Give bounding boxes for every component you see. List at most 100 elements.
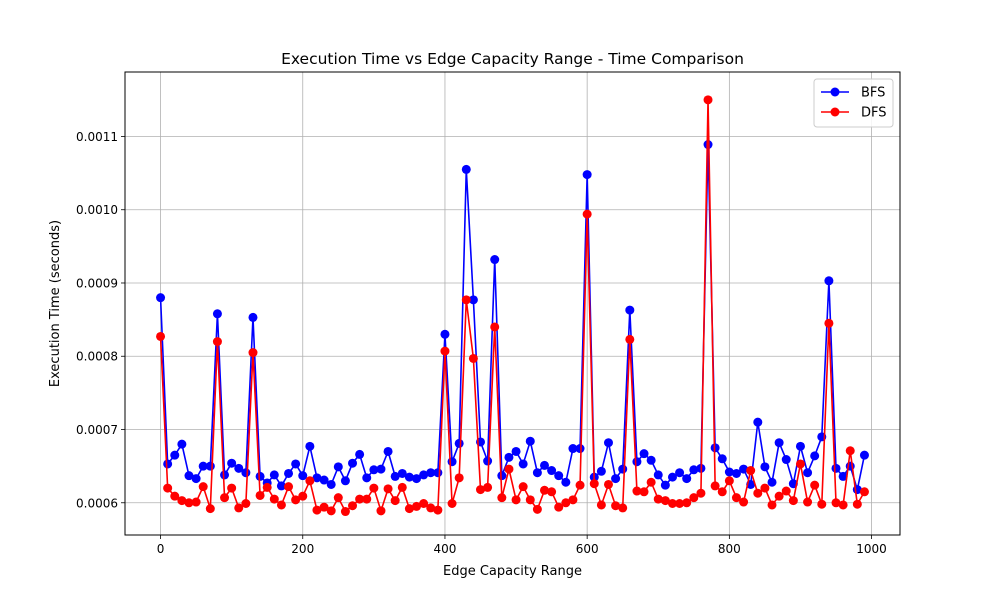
data-point-dfs [554,502,564,512]
data-point-bfs [412,474,422,484]
data-point-dfs [212,337,222,347]
data-point-dfs [596,500,606,510]
data-point-bfs [618,464,628,474]
data-point-dfs [611,501,621,511]
data-point-bfs [440,329,450,339]
data-point-bfs [319,475,329,485]
data-point-bfs [554,471,564,481]
data-point-dfs [191,497,201,507]
x-tick-label: 1000 [856,542,887,556]
data-point-dfs [547,487,557,497]
data-point-bfs [404,472,414,482]
data-point-bfs [326,479,336,489]
data-point-dfs [525,495,535,505]
data-point-bfs [532,468,542,478]
data-point-dfs [511,495,521,505]
data-point-dfs [803,497,813,507]
data-point-bfs [255,471,265,481]
data-point-bfs [539,460,549,470]
data-point-bfs [390,471,400,481]
data-point-dfs [589,479,599,489]
x-tick-label: 800 [718,542,741,556]
data-point-bfs [838,471,848,481]
data-point-bfs [191,474,201,484]
data-point-dfs [703,95,713,105]
data-point-bfs [582,170,592,180]
data-point-dfs [767,500,777,510]
data-point-bfs [220,470,230,480]
data-point-dfs [390,496,400,506]
data-point-dfs [497,493,507,503]
data-point-bfs [518,459,528,469]
data-point-dfs [575,480,585,490]
data-point-bfs [795,441,805,451]
data-point-bfs [205,461,215,471]
x-tick-label: 400 [434,542,457,556]
data-point-bfs [675,468,685,478]
data-point-bfs [525,436,535,446]
data-point-bfs [483,456,493,466]
data-point-dfs [433,505,443,515]
data-point-bfs [461,164,471,174]
data-point-dfs [582,209,592,219]
data-point-dfs [603,479,613,489]
data-point-dfs [483,482,493,492]
x-tick-label: 600 [576,542,599,556]
data-point-dfs [831,498,841,508]
data-point-dfs [639,487,649,497]
data-point-dfs [198,482,208,492]
data-point-bfs [497,471,507,481]
data-point-bfs [596,466,606,476]
data-point-dfs [447,498,457,508]
data-point-bfs [369,465,379,475]
data-point-bfs [198,461,208,471]
legend-label-bfs: BFS [861,86,885,101]
data-point-dfs [184,498,194,508]
data-point-dfs [298,491,308,501]
data-point-dfs [355,494,365,504]
data-point-dfs [739,497,749,507]
data-point-bfs [504,452,514,462]
data-point-bfs [170,450,180,460]
data-point-dfs [369,483,379,493]
data-point-bfs [824,276,834,286]
data-point-dfs [241,498,251,508]
data-point-bfs [433,468,443,478]
y-tick-label: 0.0010 [76,203,118,217]
data-point-dfs [269,494,279,504]
data-point-bfs [703,140,713,150]
data-point-dfs [845,446,855,456]
data-point-dfs [440,346,450,356]
data-point-bfs [717,454,727,464]
data-point-bfs [753,417,763,427]
data-point-dfs [383,484,393,494]
y-tick-label: 0.0007 [76,423,118,437]
data-point-dfs [333,493,343,503]
legend-label-dfs: DFS [861,106,887,121]
data-point-bfs [561,477,571,487]
y-tick-label: 0.0011 [76,130,118,144]
data-point-dfs [731,493,741,503]
data-point-dfs [618,503,628,513]
data-point-dfs [859,487,869,497]
data-point-bfs [611,474,621,484]
data-point-bfs [682,474,692,484]
data-point-dfs [276,500,286,510]
data-point-dfs [291,495,301,505]
data-point-dfs [476,485,486,495]
legend-marker-bfs [830,87,840,97]
data-point-bfs [511,446,521,456]
data-point-dfs [262,482,272,492]
data-point-bfs [291,459,301,469]
series-line-dfs [159,99,866,513]
data-point-dfs [774,491,784,501]
data-point-bfs [383,446,393,456]
data-point-bfs [284,468,294,478]
data-point-dfs [426,503,436,513]
data-point-dfs [490,322,500,332]
data-point-dfs [795,459,805,469]
data-point-bfs [810,451,820,461]
data-point-dfs [532,504,542,514]
data-point-dfs [689,493,699,503]
data-point-bfs [490,255,500,265]
